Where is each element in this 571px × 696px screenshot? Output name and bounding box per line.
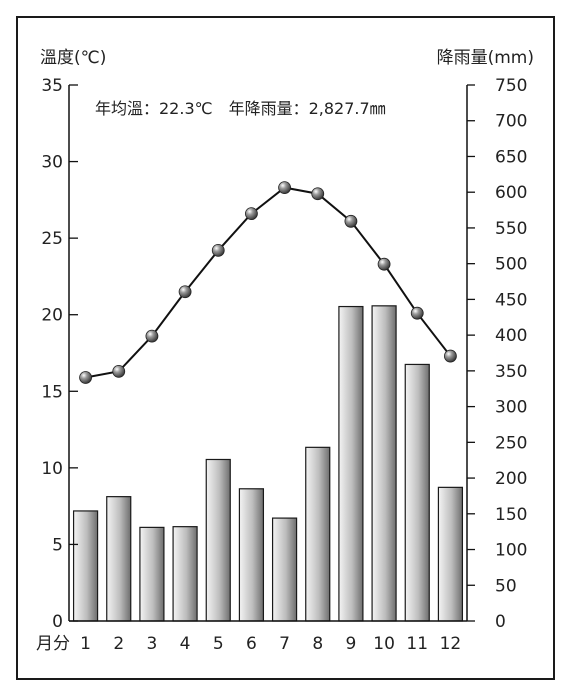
- y-left-tick-label: 30: [41, 153, 63, 173]
- y-right-tick-label: 550: [495, 219, 527, 239]
- axes: [68, 85, 468, 622]
- x-tick-label-11: 11: [406, 634, 428, 654]
- y-right-tick-label: 450: [495, 290, 527, 310]
- x-tick-label-2: 2: [113, 634, 124, 654]
- temperature-point-8: [311, 187, 325, 201]
- temperature-line: [79, 181, 457, 384]
- rainfall-bar-8: [305, 446, 331, 622]
- y-left-ticks: 0 5 10 15 20 25 30 35: [41, 76, 78, 632]
- y-right-ticks: 0 50 100 150 200 250 300 350 400 450 500 550 600 650 7…: [467, 76, 527, 632]
- y-right-tick-label: 250: [495, 433, 527, 453]
- y-right-axis-title: 降雨量(mm): [437, 48, 534, 68]
- y-right-tick-label: 200: [495, 469, 527, 489]
- rainfall-bar-4: [172, 526, 198, 622]
- temperature-point-6: [245, 207, 258, 221]
- temperature-point-3: [145, 329, 159, 343]
- x-tick-label-9: 9: [346, 634, 357, 654]
- y-right-tick-label: 600: [495, 183, 527, 203]
- y-right-tick-label: 400: [495, 326, 527, 346]
- x-tick-label-1: 1: [80, 634, 91, 654]
- rainfall-bar-9: [338, 305, 364, 622]
- rainfall-bar-12: [437, 486, 464, 622]
- x-tick-label-3: 3: [147, 634, 158, 654]
- x-tick-label-4: 4: [180, 634, 191, 654]
- x-tick-label-7: 7: [279, 634, 290, 654]
- y-left-tick-label: 25: [41, 229, 63, 249]
- chart-annotation: 年均溫：22.3℃ 年降雨量：2,827.7㎜: [95, 99, 386, 118]
- y-right-tick-label: 650: [495, 147, 527, 167]
- y-left-tick-label: 5: [52, 535, 63, 555]
- temperature-point-4: [178, 285, 192, 299]
- rainfall-bar-10: [371, 305, 397, 622]
- x-axis-title: 月分: [36, 634, 70, 654]
- x-tick-label-5: 5: [213, 634, 224, 654]
- y-right-tick-label: 0: [495, 612, 506, 632]
- temperature-point-12: [444, 349, 457, 363]
- rainfall-bar-7: [271, 517, 298, 622]
- y-right-tick-label: 150: [495, 505, 527, 525]
- y-left-tick-label: 0: [52, 612, 63, 632]
- rainfall-bar-6: [238, 488, 265, 622]
- temperature-point-5: [211, 243, 225, 257]
- rainfall-bar-3: [139, 526, 165, 622]
- temperature-point-11: [410, 306, 424, 320]
- x-tick-label-10: 10: [373, 634, 395, 654]
- y-right-tick-label: 100: [495, 541, 527, 561]
- x-tick-label-8: 8: [312, 634, 323, 654]
- temperature-point-2: [112, 364, 126, 378]
- y-right-tick-label: 700: [495, 112, 527, 132]
- rainfall-bars: [72, 305, 464, 622]
- temperature-point-7: [278, 181, 291, 195]
- temperature-line-path: [85, 186, 452, 379]
- y-left-tick-label: 35: [41, 76, 63, 96]
- rainfall-bar-11: [404, 363, 430, 622]
- y-right-tick-label: 500: [495, 255, 527, 275]
- y-right-tick-label: 50: [495, 576, 517, 596]
- y-left-tick-label: 20: [41, 306, 63, 326]
- x-tick-label-6: 6: [246, 634, 257, 654]
- y-left-axis-title: 溫度(℃): [40, 48, 106, 68]
- rainfall-bar-2: [106, 496, 132, 622]
- temperature-point-9: [344, 214, 358, 228]
- chart-frame: 溫度(℃) 降雨量(mm) 年均溫：22.3℃ 年降雨量：2,827.7㎜ 0 5…: [16, 16, 555, 680]
- rainfall-bar-1: [72, 510, 99, 622]
- x-tick-label-12: 12: [440, 634, 462, 654]
- y-right-tick-label: 350: [495, 362, 527, 382]
- temperature-point-10: [377, 257, 391, 271]
- y-left-tick-label: 10: [41, 459, 63, 479]
- climate-chart: 溫度(℃) 降雨量(mm) 年均溫：22.3℃ 年降雨量：2,827.7㎜ 0 5…: [36, 48, 534, 654]
- temperature-point-1: [79, 371, 92, 384]
- rainfall-bar-5: [205, 458, 231, 622]
- y-right-tick-label: 750: [495, 76, 527, 96]
- y-right-tick-label: 300: [495, 398, 527, 418]
- y-left-tick-label: 15: [41, 382, 63, 402]
- x-month-labels: 1 2 3 4 5 6 7 8 9 10 11 12: [80, 634, 461, 654]
